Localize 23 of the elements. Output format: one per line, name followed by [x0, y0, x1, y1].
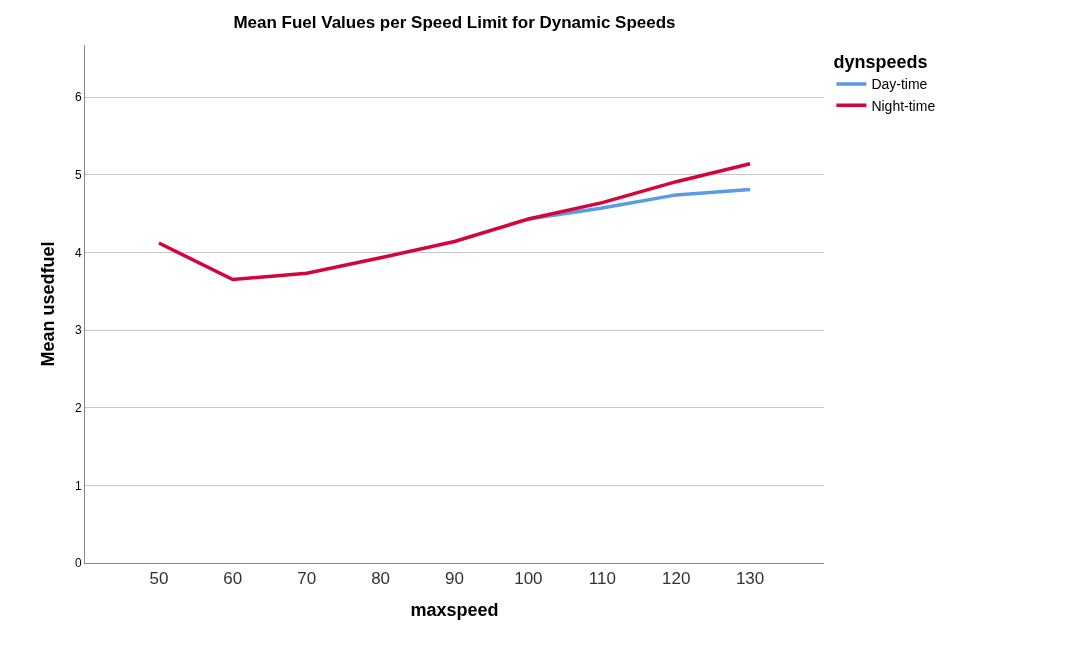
- x-tick-label: 110: [588, 569, 616, 589]
- x-tick-label: 70: [297, 569, 317, 589]
- x-tick-label: 80: [371, 569, 391, 589]
- x-tick-label: 60: [223, 569, 243, 589]
- x-tick-label: 90: [445, 569, 464, 589]
- x-tick-label: 130: [735, 569, 765, 589]
- x-tick-label: 120: [662, 569, 691, 589]
- chart-title: Mean Fuel Values per Speed Limit for Dynamic Speeds: [233, 13, 676, 33]
- line-series: [157, 162, 752, 282]
- y-tick-label: 5: [74, 167, 82, 182]
- x-axis-title: maxspeed: [410, 599, 499, 620]
- y-axis-title: Mean usedfuel: [38, 241, 59, 367]
- y-tick-label: 3: [74, 323, 82, 338]
- y-tick-label: 1: [74, 478, 82, 493]
- y-tick-label: 6: [74, 90, 82, 105]
- x-tick-label: 100: [514, 569, 543, 589]
- y-tick-label: 4: [74, 245, 82, 260]
- y-tick-label: 0: [74, 556, 82, 571]
- legend-label: Night-time: [871, 97, 936, 114]
- legend-title: dynspeeds: [833, 52, 928, 73]
- legend-label: Day-time: [871, 76, 928, 93]
- y-tick-label: 2: [74, 400, 82, 415]
- x-tick-label: 50: [149, 569, 169, 589]
